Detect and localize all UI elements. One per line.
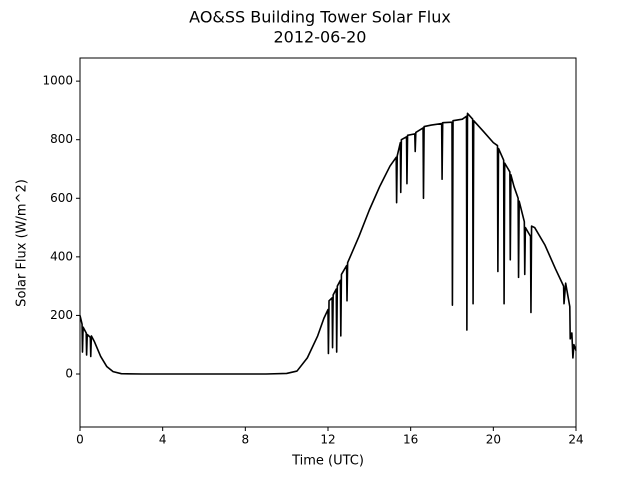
y-axis-label: Solar Flux (W/m^2) bbox=[15, 179, 30, 307]
y-tick-label: 0 bbox=[65, 366, 73, 380]
x-tick-label: 24 bbox=[568, 433, 583, 447]
x-tick-label: 8 bbox=[242, 433, 250, 447]
x-axis-label: Time (UTC) bbox=[291, 454, 364, 469]
x-tick-label: 12 bbox=[320, 433, 335, 447]
y-tick-label: 800 bbox=[50, 132, 73, 146]
x-tick-label: 20 bbox=[486, 433, 501, 447]
x-tick-label: 0 bbox=[76, 433, 84, 447]
chart-title: AO&SS Building Tower Solar Flux bbox=[189, 8, 451, 27]
y-tick-label: 400 bbox=[50, 249, 73, 263]
x-tick-label: 16 bbox=[403, 433, 418, 447]
chart-subtitle: 2012-06-20 bbox=[274, 28, 367, 47]
y-tick-label: 1000 bbox=[42, 74, 73, 88]
x-tick-label: 4 bbox=[159, 433, 167, 447]
y-tick-label: 200 bbox=[50, 308, 73, 322]
data-line bbox=[79, 112, 577, 375]
plot-frame bbox=[79, 57, 577, 428]
y-tick-label: 600 bbox=[50, 191, 73, 205]
